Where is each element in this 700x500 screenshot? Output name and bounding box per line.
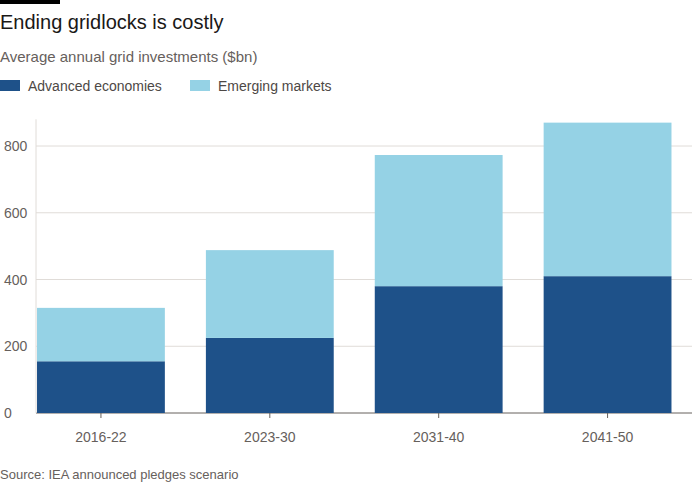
y-tick-label: 200 xyxy=(4,338,28,354)
bar xyxy=(375,155,503,286)
x-tick-label: 2031-40 xyxy=(413,429,465,445)
legend-label: Advanced economies xyxy=(28,78,162,94)
x-tick-label: 2016-22 xyxy=(75,429,127,445)
chart-svg: Ending gridlocks is costly Average annual… xyxy=(0,0,700,500)
bar xyxy=(544,123,672,277)
chart-container: Ending gridlocks is costly Average annual… xyxy=(0,0,700,500)
x-tick-label: 2023-30 xyxy=(244,429,296,445)
legend-label: Emerging markets xyxy=(218,78,332,94)
y-range-line xyxy=(36,119,37,413)
bar xyxy=(206,338,334,413)
y-tick-label: 400 xyxy=(4,272,28,288)
bar xyxy=(37,361,165,413)
bar xyxy=(206,250,334,338)
bar xyxy=(544,276,672,413)
accent-bar xyxy=(0,0,60,4)
bar xyxy=(375,286,503,413)
x-tick-label: 2041-50 xyxy=(582,429,634,445)
y-tick-label: 600 xyxy=(4,205,28,221)
x-tick xyxy=(100,413,101,418)
x-tick xyxy=(607,413,608,418)
y-tick-label: 800 xyxy=(4,138,28,154)
title: Ending gridlocks is costly xyxy=(0,11,223,33)
subtitle: Average annual grid investments ($bn) xyxy=(0,48,257,65)
y-tick-label: 0 xyxy=(4,405,12,421)
x-tick xyxy=(438,413,439,418)
source: Source: IEA announced pledges scenario xyxy=(0,467,239,482)
legend-swatch xyxy=(190,80,210,91)
x-tick xyxy=(269,413,270,418)
legend-swatch xyxy=(0,80,20,91)
bar xyxy=(37,308,165,361)
bars xyxy=(37,123,671,413)
